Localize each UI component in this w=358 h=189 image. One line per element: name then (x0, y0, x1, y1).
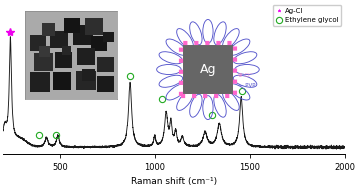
X-axis label: Raman shift (cm⁻¹): Raman shift (cm⁻¹) (131, 177, 217, 186)
Legend: Ag-Cl, Ethylene glycol: Ag-Cl, Ethylene glycol (273, 5, 341, 26)
